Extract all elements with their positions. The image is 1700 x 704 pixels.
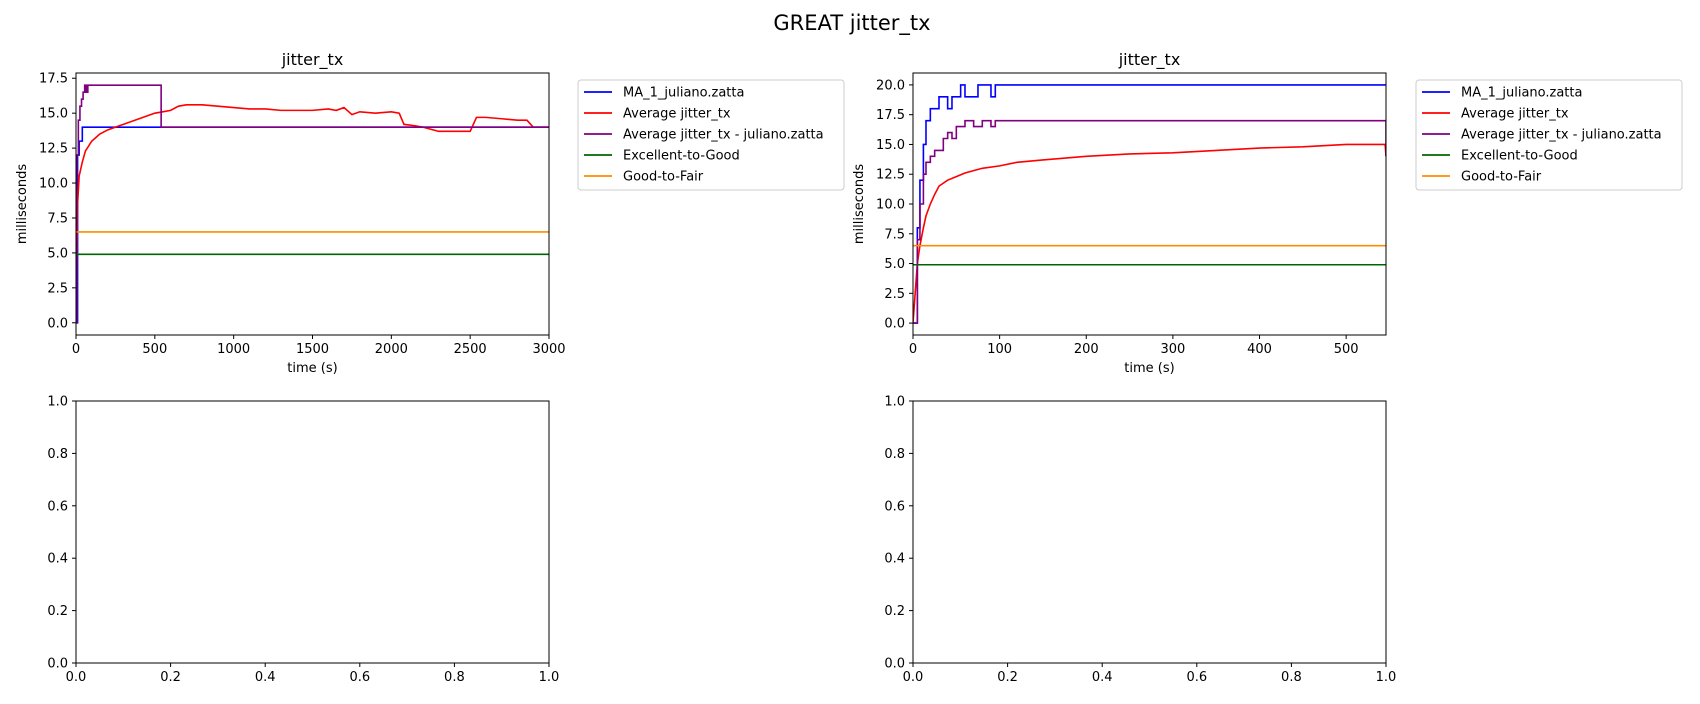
y-tick-label: 0.0 [47, 316, 68, 331]
y-tick-label: 0.2 [884, 604, 905, 619]
x-tick-label: 100 [987, 342, 1012, 357]
legend-entry-label: Average jitter_tx [623, 107, 731, 122]
subplot-title: jitter_tx [281, 50, 344, 70]
y-axis-label: milliseconds [852, 164, 867, 244]
y-tick-label: 10.0 [876, 198, 905, 213]
x-tick-label: 1.0 [539, 670, 560, 685]
y-tick-label: 1.0 [884, 395, 905, 410]
y-tick-label: 0.0 [47, 657, 68, 672]
y-tick-label: 15.0 [39, 107, 68, 122]
y-tick-label: 0.8 [47, 447, 68, 462]
y-tick-label: 12.5 [876, 168, 905, 183]
y-tick-label: 17.5 [39, 72, 68, 87]
x-tick-label: 0.2 [997, 670, 1018, 685]
y-tick-label: 7.5 [47, 211, 68, 226]
y-tick-label: 20.0 [876, 78, 905, 93]
y-tick-label: 0.6 [884, 499, 905, 514]
x-tick-label: 2500 [454, 342, 487, 357]
axes-frame [75, 400, 550, 664]
legend-entry-label: Average jitter_tx - juliano.zatta [1461, 128, 1662, 143]
y-tick-label: 0.4 [47, 552, 68, 567]
series-line-2 [913, 143, 1386, 324]
x-tick-label: 0.0 [903, 670, 924, 685]
series-group [76, 84, 549, 324]
y-tick-label: 12.5 [39, 142, 68, 157]
subplot-3: 0.0 0.2 0.4 0.6 0.8 1.0 0.0 0.2 0.4 0.6 0.8 1.0 [47, 395, 559, 686]
x-tick-label: 1.0 [1376, 670, 1397, 685]
axes-frame [912, 400, 1387, 664]
legend-entry-label: Excellent-to-Good [623, 149, 740, 164]
legend-entry-label: MA_1_juliano.zatta [1461, 86, 1582, 101]
figure-title: GREAT jitter_tx [773, 11, 930, 36]
x-tick-label: 2000 [375, 342, 408, 357]
y-tick-label: 2.5 [884, 287, 905, 302]
y-tick-label: 0.0 [884, 317, 905, 332]
y-tick-label: 7.5 [884, 227, 905, 242]
y-tick-label: 10.0 [39, 177, 68, 192]
x-tick-label: 0.4 [1092, 670, 1113, 685]
x-tick-label: 200 [1074, 342, 1099, 357]
legend-entry-label: Average jitter_tx [1461, 107, 1569, 122]
x-tick-label: 400 [1247, 342, 1272, 357]
y-tick-label: 15.0 [876, 138, 905, 153]
y-tick-label: 0.8 [884, 447, 905, 462]
legend-entry-label: Average jitter_tx - juliano.zatta [623, 128, 824, 143]
y-tick-label: 0.2 [47, 604, 68, 619]
legend-box [1415, 79, 1683, 191]
subplot-title: jitter_tx [1118, 50, 1181, 70]
subplot-2: 0 100 200 300 400 500 0.0 2.5 5.0 7.5 10.0 12.5 15.0… [852, 50, 1683, 376]
x-axis-label: time (s) [287, 361, 337, 376]
subplot-4: 0.0 0.2 0.4 0.6 0.8 1.0 0.0 0.2 0.4 0.6 0.8 1.0 [884, 395, 1396, 686]
y-tick-label: 0.6 [47, 499, 68, 514]
x-tick-label: 300 [1160, 342, 1185, 357]
x-tick-label: 0.8 [1281, 670, 1302, 685]
legend-entry-label: Good-to-Fair [623, 170, 704, 185]
y-tick-label: 0.0 [884, 657, 905, 672]
y-tick-label: 5.0 [884, 257, 905, 272]
legend-entry-label: Good-to-Fair [1461, 170, 1542, 185]
x-tick-label: 0 [909, 342, 917, 357]
series-line-3 [76, 84, 549, 324]
subplots-container: 0 500 1000 1500 2000 2500 30000.02.55.07.510.0… [15, 50, 1683, 686]
y-tick-label: 5.0 [47, 246, 68, 261]
x-tick-label: 0.2 [160, 670, 181, 685]
x-tick-label: 0.6 [349, 670, 370, 685]
x-tick-label: 1500 [296, 342, 329, 357]
legend-entry-label: Excellent-to-Good [1461, 149, 1578, 164]
x-tick-label: 0.6 [1186, 670, 1207, 685]
x-tick-label: 0.4 [255, 670, 276, 685]
x-axis-label: time (s) [1124, 361, 1174, 376]
x-tick-label: 1000 [217, 342, 250, 357]
legend-box [577, 79, 845, 191]
y-axis-label: milliseconds [15, 164, 30, 244]
series-group [913, 84, 1386, 324]
subplot-1: 0 500 1000 1500 2000 2500 3000 0.0 2.5 5.0 7.5 10.0… [15, 50, 845, 376]
x-tick-label: 500 [142, 342, 167, 357]
y-tick-label: 2.5 [47, 281, 68, 296]
x-tick-label: 0.8 [444, 670, 465, 685]
legend-entry-label: MA_1_juliano.zatta [623, 86, 744, 101]
legend: MA_1_juliano.zatta Average jitter_tx Avera… [1415, 79, 1683, 191]
series-line-1 [913, 84, 1386, 324]
x-tick-label: 3000 [532, 342, 565, 357]
series-line-2 [76, 103, 549, 323]
legend: MA_1_juliano.zatta Average jitter_tx Avera… [577, 79, 845, 191]
y-tick-label: 1.0 [47, 395, 68, 410]
x-tick-label: 0.0 [66, 670, 87, 685]
y-tick-label: 0.4 [884, 552, 905, 567]
x-tick-label: 0 [72, 342, 80, 357]
y-tick-label: 17.5 [876, 108, 905, 123]
series-line-3 [913, 119, 1386, 324]
x-tick-label: 500 [1334, 342, 1359, 357]
